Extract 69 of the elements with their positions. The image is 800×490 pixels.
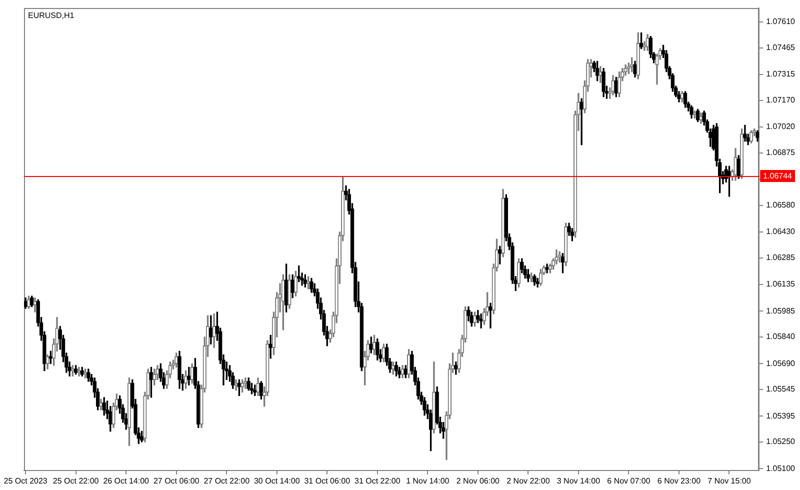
x-tick-label: 1 Nov 14:00 — [406, 476, 450, 486]
candlestick — [749, 130, 754, 144]
x-tick-label: 7 Nov 15:00 — [708, 476, 752, 486]
y-tick-label: 1.06875 — [766, 148, 796, 158]
candlestick — [174, 352, 178, 368]
x-tick-label: 27 Oct 06:00 — [153, 476, 200, 486]
candlestick — [190, 363, 194, 384]
x-tick-label: 30 Oct 14:00 — [254, 476, 300, 486]
x-tick-label: 31 Oct 22:00 — [354, 476, 401, 486]
x-tick-label: 2 Nov 06:00 — [456, 476, 500, 486]
candlestick — [288, 274, 292, 309]
y-tick-label: 1.06430 — [766, 227, 796, 236]
candlestick — [244, 378, 248, 389]
candlestick — [558, 251, 562, 263]
candlestick — [391, 362, 395, 375]
x-tick-label: 31 Oct 06:00 — [304, 476, 351, 486]
candlestick — [636, 32, 640, 80]
x-tick-label: 25 Oct 2023 — [4, 476, 48, 486]
y-tick-label: 1.05985 — [766, 306, 796, 316]
candlestick — [611, 75, 615, 96]
x-tick-label: 2 Nov 22:00 — [506, 476, 550, 486]
candlestick — [400, 365, 404, 378]
y-tick-label: 1.06135 — [766, 280, 796, 289]
y-tick-label: 1.07170 — [766, 96, 796, 105]
x-tick-label: 26 Oct 14:00 — [103, 476, 150, 486]
y-tick-label: 1.05690 — [766, 358, 796, 368]
y-tick-label: 1.05545 — [766, 384, 796, 394]
candlestick — [33, 297, 37, 312]
candlestick — [46, 354, 50, 370]
x-tick-label: 3 Nov 14:00 — [556, 476, 601, 486]
candlestick — [699, 112, 703, 124]
candlestick — [479, 314, 483, 328]
candlestick — [77, 366, 81, 376]
candlestick — [516, 258, 521, 288]
candlestick — [538, 269, 543, 286]
candlestick — [740, 128, 744, 179]
x-tick-label: 6 Nov 23:00 — [657, 476, 702, 486]
candlestick — [488, 302, 492, 328]
candlestick — [99, 398, 103, 410]
candlestick — [432, 362, 436, 434]
y-tick-label: 1.07315 — [766, 70, 796, 79]
y-tick-label: 1.06580 — [766, 200, 796, 210]
candlestick — [743, 124, 747, 142]
y-tick-label: 1.07610 — [766, 17, 796, 26]
candlestick — [646, 34, 650, 51]
candlestick — [617, 72, 622, 98]
y-tick-label: 1.07465 — [766, 43, 796, 52]
ref-line-label: 1.06744 — [763, 172, 793, 181]
y-tick-label: 1.05840 — [766, 332, 796, 342]
x-tick-label: 25 Oct 22:00 — [52, 476, 100, 486]
y-tick-label: 1.05250 — [766, 437, 796, 446]
y-tick-label: 1.07020 — [766, 122, 796, 132]
candlestick — [294, 270, 298, 296]
candlestick — [734, 148, 738, 181]
x-tick-label: 6 Nov 07:00 — [607, 476, 651, 486]
candlestick — [256, 378, 260, 396]
candlestick — [212, 314, 216, 348]
candlestick — [234, 379, 238, 391]
x-tick-label: 27 Oct 22:00 — [204, 476, 250, 486]
candlestick — [501, 188, 505, 258]
chart-title: EURUSD,H1 — [28, 10, 74, 21]
candlestick — [598, 66, 602, 83]
y-tick-label: 1.05395 — [766, 411, 796, 420]
y-tick-label: 1.05100 — [766, 464, 796, 473]
candlestick — [127, 378, 132, 446]
candlestick — [83, 368, 88, 378]
candlestick — [564, 222, 568, 266]
y-tick-label: 1.06285 — [766, 252, 796, 262]
candlestick — [281, 274, 285, 330]
